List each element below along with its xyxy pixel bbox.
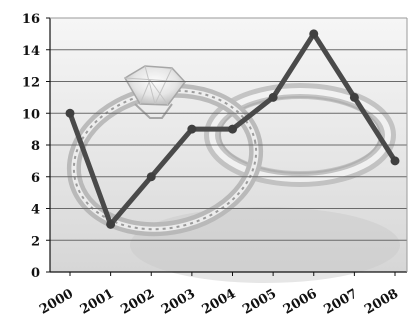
- y-tick-label: 4: [31, 203, 40, 218]
- data-point-2004: [228, 124, 237, 134]
- series-line-group: [65, 29, 400, 229]
- data-point-2006: [309, 29, 319, 39]
- y-tick-label: 6: [31, 171, 40, 186]
- data-point-2002: [146, 172, 156, 182]
- y-tick-label: 8: [31, 139, 40, 154]
- x-tick-label: 2001: [78, 286, 117, 317]
- data-point-2000: [65, 108, 75, 118]
- data-point-2008: [390, 156, 400, 166]
- y-tick-label: 16: [22, 12, 40, 27]
- x-tick-label: 2005: [240, 286, 279, 317]
- data-point-2001: [106, 219, 116, 229]
- x-tick-label: 2008: [362, 286, 401, 317]
- data-point-2007: [349, 92, 359, 102]
- y-tick-label: 0: [31, 266, 40, 281]
- axes: [49, 17, 408, 273]
- data-point-2005: [268, 92, 278, 102]
- x-tick-label: 2003: [159, 286, 198, 317]
- y-tick-label: 14: [22, 44, 40, 59]
- data-point-2003: [187, 124, 197, 134]
- y-axis-tick-labels: 0 2 4 6 8 10 12 14 16: [22, 12, 40, 281]
- x-tick-label: 2006: [281, 286, 320, 317]
- y-tick-label: 12: [22, 76, 40, 91]
- x-tick-label: 2004: [200, 286, 239, 317]
- x-tick-label: 2000: [37, 286, 76, 317]
- x-tick-label: 2007: [322, 286, 361, 317]
- y-tick-label: 2: [31, 234, 40, 249]
- y-tick-label: 10: [22, 107, 40, 122]
- x-tick-label: 2002: [118, 286, 157, 317]
- wedding-rings-background-image: [66, 65, 400, 283]
